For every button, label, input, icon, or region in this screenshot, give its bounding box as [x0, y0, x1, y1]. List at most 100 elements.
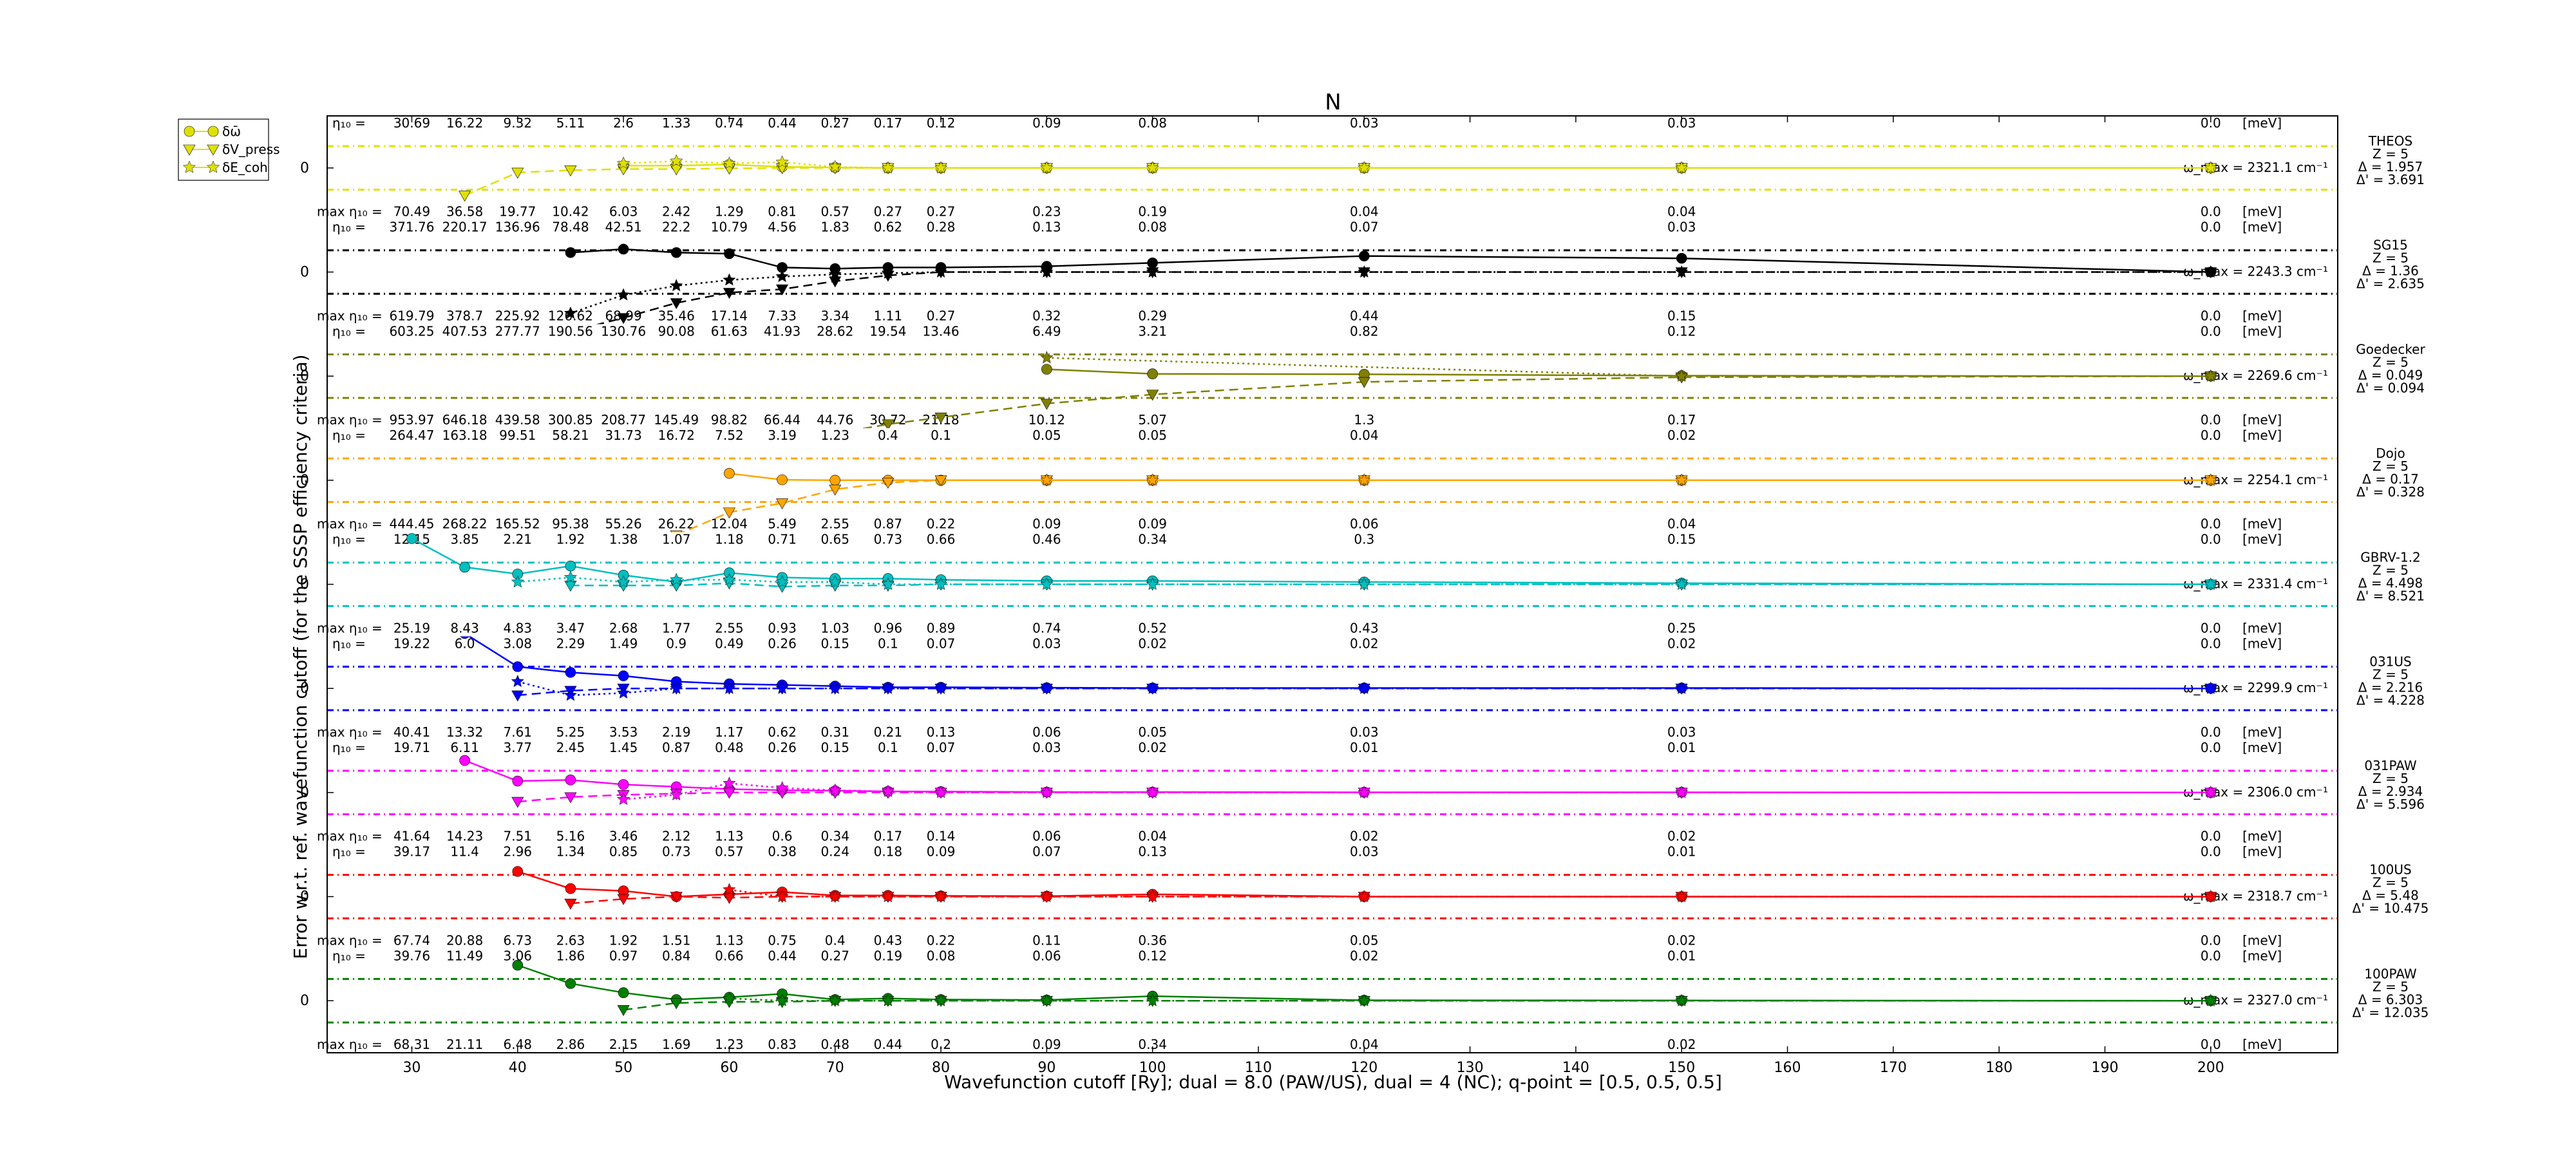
maxeta-value: 268.22: [442, 516, 488, 532]
eta-value: 0.09: [927, 844, 956, 860]
eta-value: 16.72: [658, 428, 695, 443]
eta-value: 0.0: [2201, 220, 2221, 235]
data-point-cohesive: [723, 572, 736, 586]
series-name-label: THEOS: [2368, 133, 2412, 149]
maxeta-value: 0.0: [2201, 932, 2221, 948]
maxeta-value: 8.43: [450, 620, 479, 636]
series-name-label: 100US: [2369, 862, 2412, 878]
data-point-cohesive: [511, 674, 524, 688]
series-info-label: Δ = 6.303: [2358, 992, 2423, 1007]
series-info-label: Δ = 2.216: [2358, 679, 2423, 695]
data-point-cohesive: [564, 306, 578, 319]
data-point-cohesive: [511, 575, 524, 588]
eta-value: 19.54: [869, 323, 906, 339]
maxeta-value: 95.38: [552, 516, 589, 532]
data-point-pressure: [829, 276, 842, 288]
x-tick-label: 150: [1668, 1060, 1695, 1076]
maxeta-value: 36.58: [446, 204, 483, 220]
maxeta-value: 19.77: [499, 204, 536, 220]
row-series: [459, 154, 2217, 202]
eta-value: 0.08: [1138, 220, 1167, 235]
eta-value: 0.0: [2201, 428, 2221, 443]
data-point-cohesive: [2204, 369, 2217, 382]
unit-label: [meV]: [2242, 532, 2282, 547]
data-point-pressure: [617, 313, 630, 325]
data-point-pressure: [670, 164, 683, 176]
maxeta-value: 10.12: [1028, 412, 1065, 428]
data-point-phonon: [512, 866, 524, 877]
data-point-cohesive: [2204, 161, 2217, 174]
eta-label: η₁₀ =: [332, 323, 366, 339]
data-point-cohesive: [1358, 473, 1371, 486]
x-tick-label: 30: [402, 1060, 421, 1076]
maxeta-value: 225.92: [495, 308, 540, 323]
maxeta-value: 1.13: [715, 932, 744, 948]
data-point-cohesive: [1040, 351, 1054, 364]
maxeta-value: 2.12: [662, 829, 691, 844]
eta-label: η₁₀ =: [332, 115, 366, 131]
maxeta-value: 5.49: [768, 516, 797, 532]
data-point-cohesive: [2204, 473, 2217, 486]
data-point-cohesive: [723, 991, 736, 1004]
data-point-cohesive: [1675, 577, 1689, 590]
maxeta-value: 0.43: [874, 932, 903, 948]
eta-value: 1.23: [820, 428, 849, 443]
row-series: [512, 866, 2217, 910]
maxeta-value: 0.0: [2201, 204, 2221, 220]
eta-value: 1.86: [556, 948, 585, 963]
eta-value: 3.85: [450, 532, 479, 547]
maxeta-value: 2.68: [609, 620, 638, 636]
eta-value: 0.66: [927, 532, 956, 547]
eta-value: 0.07: [1350, 220, 1379, 235]
series-info-label: Δ' = 0.094: [2356, 380, 2425, 395]
row-series: [670, 467, 2217, 532]
data-point-pressure: [723, 507, 735, 519]
data-point-cohesive: [2204, 994, 2217, 1006]
maxeta-value: 1.77: [662, 620, 691, 636]
data-point-cohesive: [723, 156, 736, 169]
maxeta-value: 1.17: [715, 724, 744, 740]
maxeta-value: 0.57: [820, 204, 849, 220]
data-point-cohesive: [881, 266, 895, 279]
maxeta-value: 0.11: [1032, 932, 1061, 948]
eta-value: 136.96: [495, 220, 540, 235]
eta-value: 0.26: [768, 636, 797, 651]
data-point-cohesive: [1675, 369, 1689, 382]
eta-value: 0.13: [1138, 844, 1167, 860]
data-point-pressure: [617, 1005, 630, 1017]
data-point-pressure: [1358, 377, 1370, 388]
maxeta-value: 2.55: [820, 516, 849, 532]
data-point-cohesive: [934, 994, 948, 1006]
eta-value: 0.03: [1032, 740, 1061, 755]
eta-value: 11.49: [446, 948, 483, 963]
maxeta-value: 0.0: [2201, 620, 2221, 636]
series-info-label: Δ' = 3.691: [2356, 172, 2425, 187]
series-name-label: 031US: [2369, 654, 2412, 669]
maxeta-value: 1.13: [715, 829, 744, 844]
maxeta-value: 0.81: [768, 204, 797, 220]
maxeta-value: 3.47: [556, 620, 585, 636]
series-name-label: GBRV-1.2: [2360, 550, 2421, 565]
eta-value: 0.82: [1350, 323, 1379, 339]
eta-value: 1.83: [820, 220, 849, 235]
y-axis-label: Error w.r.t. ref. wavefunction cutoff (f…: [290, 354, 311, 959]
data-point-cohesive: [881, 161, 895, 174]
series-line-pressure: [464, 167, 2211, 196]
data-point-cohesive: [828, 575, 842, 588]
eta-label: η₁₀ =: [332, 844, 366, 860]
series-name-label: Dojo: [2376, 446, 2405, 461]
x-tick-label: 100: [1139, 1060, 1166, 1076]
eta-value: 0.13: [1032, 220, 1061, 235]
series-name-label: SG15: [2373, 238, 2408, 253]
data-point-cohesive: [1040, 889, 1054, 903]
legend: δω̄ δV_press δE_coh: [178, 118, 280, 181]
series-line-cohesive: [623, 782, 2211, 800]
data-point-cohesive: [1675, 786, 1689, 798]
x-tick-label: 160: [1774, 1060, 1801, 1076]
maxeta-value: 619.79: [389, 308, 434, 323]
maxeta-value: 0.29: [1138, 308, 1167, 323]
series-info-label: Δ = 5.48: [2362, 888, 2419, 903]
